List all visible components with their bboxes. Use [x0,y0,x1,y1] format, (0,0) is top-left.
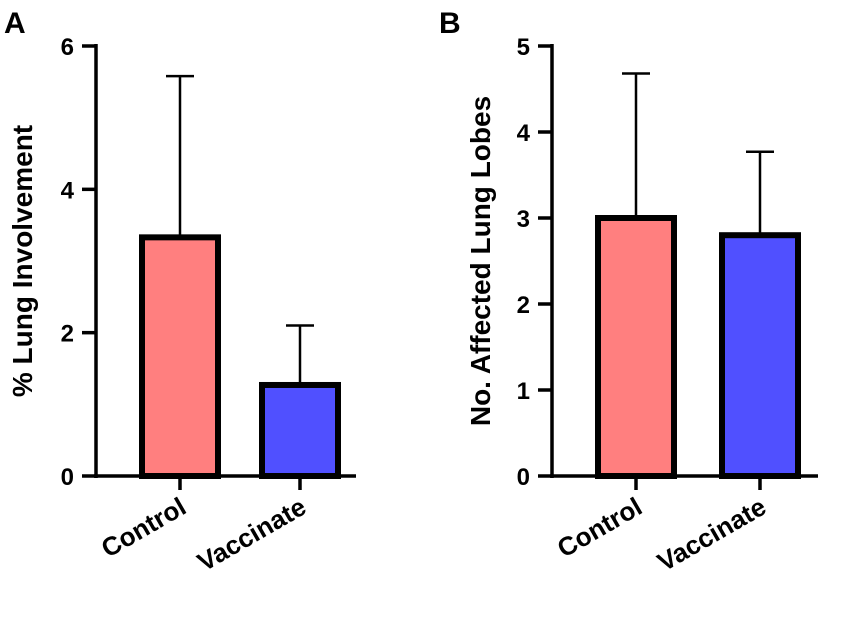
panel-b-bar-vaccinate [719,232,801,479]
panel-b-y-axis-label: No. Affected Lung Lobes [465,96,496,426]
panel-a-y-tick-label: 4 [61,177,75,204]
panel-a-bar-control [139,234,221,479]
panel-b-y-tick-label: 1 [517,378,530,405]
panel-a-x-tick-label-control: Control [96,491,191,563]
panel-b-y-tick-label: 3 [517,206,530,233]
panel-b-y-tick-label: 4 [517,120,531,147]
panel-b-y-tick-label: 0 [517,464,530,491]
panel-a-x-tick-label-vaccinate: Vaccinate [192,491,311,577]
panel-a-label: A [4,7,26,40]
panel-b-x-tick-label-vaccinate: Vaccinate [652,491,771,577]
panel-a-y-tick-label: 2 [61,321,74,348]
panel-a-y-tick-label: 0 [61,464,74,491]
panel-b-plot: 0 1 2 3 4 5 Control Vaccinate [517,34,818,577]
panel-b-label: B [439,7,461,40]
panel-a-bar-vaccinate [259,381,341,480]
panel-a-y-axis-label: % Lung Involvement [7,125,38,397]
panel-a: A % Lung Involvement 0 2 4 6 Control Vaccinat… [4,7,356,577]
panel-b-bar-control [595,215,677,479]
panel-a-plot: 0 2 4 6 Control Vaccinate [61,34,356,577]
panel-b-x-tick-label-control: Control [552,491,647,563]
panel-b-y-tick-label: 5 [517,34,530,61]
panel-b: B No. Affected Lung Lobes 0 1 2 3 4 5 Control V… [439,7,818,577]
panel-a-y-tick-label: 6 [61,34,74,61]
panel-b-y-tick-label: 2 [517,292,530,319]
